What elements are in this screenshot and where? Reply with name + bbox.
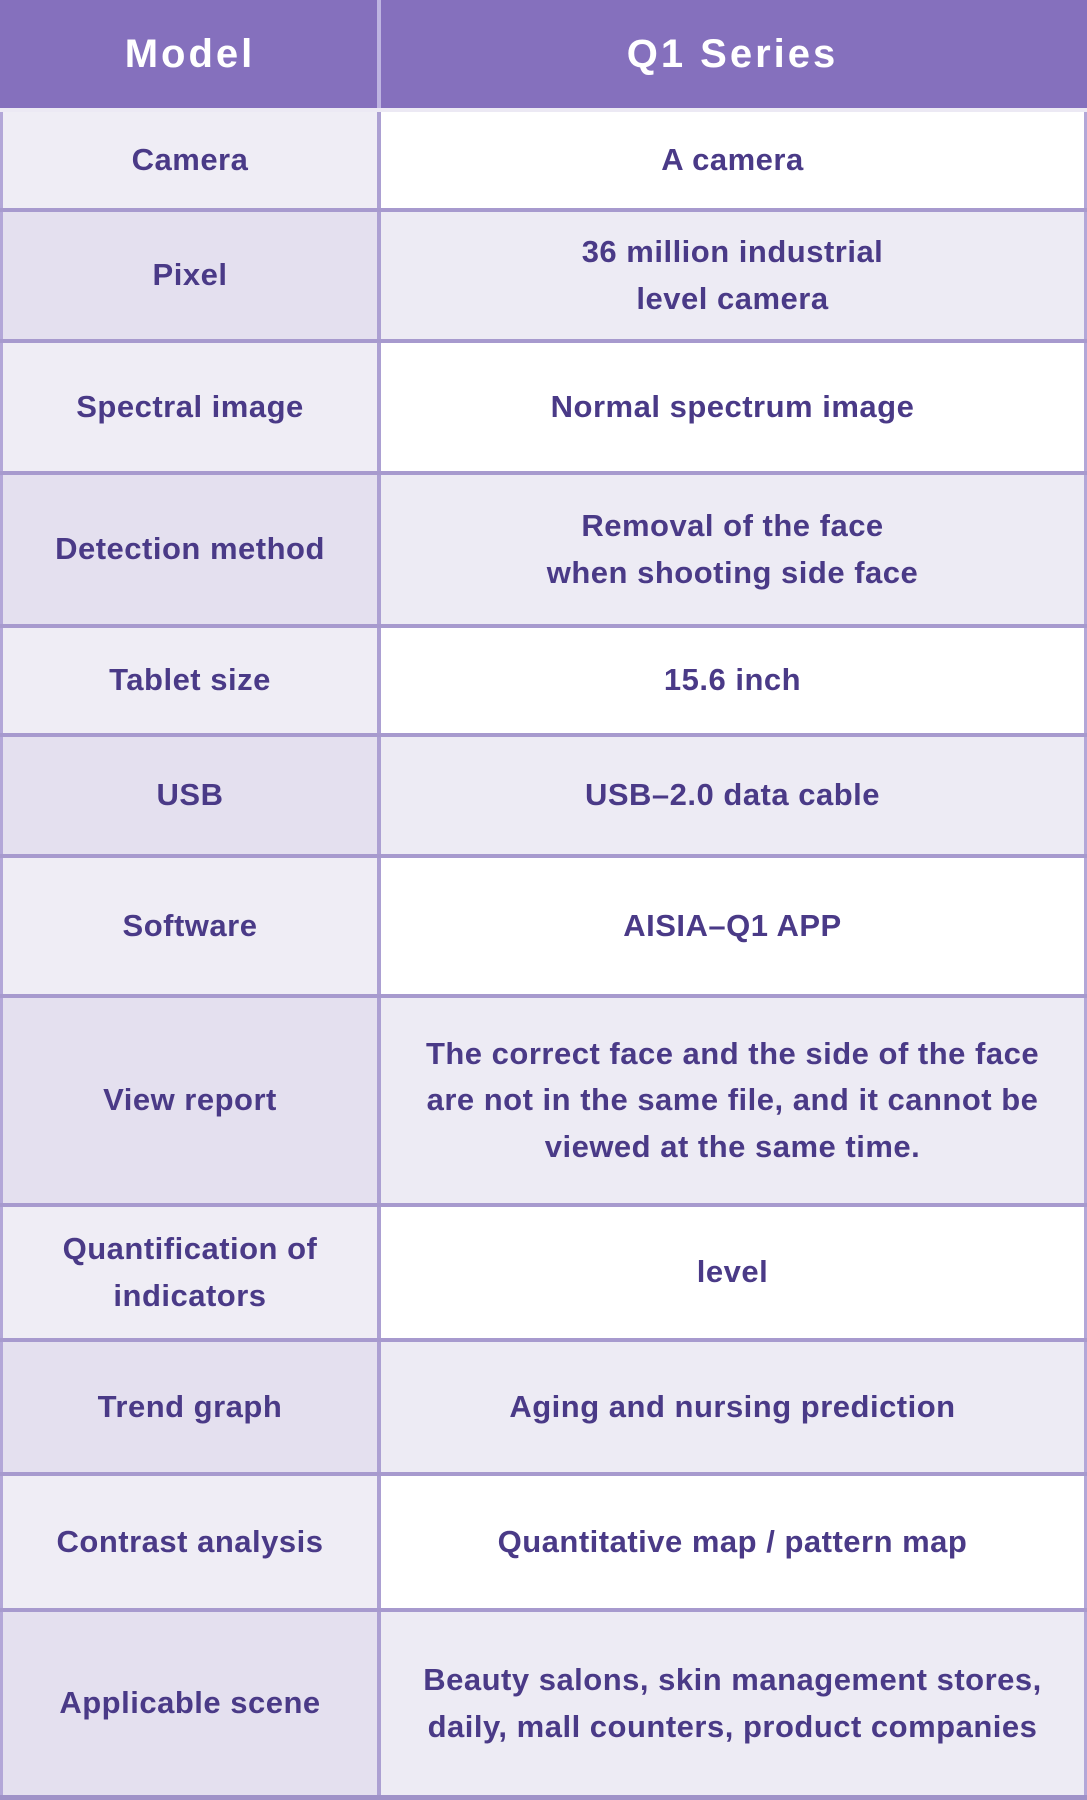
spec-value: 36 million industrial level camera — [381, 212, 1087, 339]
table-row: Contrast analysis Quantitative map / patt… — [0, 1476, 1087, 1612]
table-row: Spectral image Normal spectrum image — [0, 343, 1087, 475]
spec-label: Camera — [0, 112, 381, 208]
spec-label: Spectral image — [0, 343, 381, 471]
spec-value: USB–2.0 data cable — [381, 737, 1087, 854]
spec-label: Contrast analysis — [0, 1476, 381, 1608]
table-row: USB USB–2.0 data cable — [0, 737, 1087, 858]
table-row: Trend graph Aging and nursing prediction — [0, 1342, 1087, 1476]
table-row: Software AISIA–Q1 APP — [0, 858, 1087, 998]
spec-value: Normal spectrum image — [381, 343, 1087, 471]
header-series-cell: Q1 Series — [381, 0, 1087, 108]
spec-label: Pixel — [0, 212, 381, 339]
spec-label: Applicable scene — [0, 1612, 381, 1795]
spec-label: Detection method — [0, 475, 381, 624]
table-row: View report The correct face and the side… — [0, 998, 1087, 1207]
spec-label: View report — [0, 998, 381, 1203]
table-row: Applicable scene Beauty salons, skin mana… — [0, 1612, 1087, 1800]
table-row: Tablet size 15.6 inch — [0, 628, 1087, 737]
spec-value: The correct face and the side of the fac… — [381, 998, 1087, 1203]
spec-label: Tablet size — [0, 628, 381, 733]
spec-value: Beauty salons, skin management stores, d… — [381, 1612, 1087, 1795]
spec-label: Trend graph — [0, 1342, 381, 1472]
spec-value: 15.6 inch — [381, 628, 1087, 733]
header-model-cell: Model — [0, 0, 381, 108]
spec-value: AISIA–Q1 APP — [381, 858, 1087, 994]
table-row: Quantification of indicators level — [0, 1207, 1087, 1342]
spec-value: Quantitative map / pattern map — [381, 1476, 1087, 1608]
table-row: Detection method Removal of the face when… — [0, 475, 1087, 628]
table-row: Camera A camera — [0, 112, 1087, 212]
spec-label: Quantification of indicators — [0, 1207, 381, 1338]
spec-value: A camera — [381, 112, 1087, 208]
spec-value: level — [381, 1207, 1087, 1338]
table-row: Pixel 36 million industrial level camera — [0, 212, 1087, 343]
spec-label: Software — [0, 858, 381, 994]
table-header-row: Model Q1 Series — [0, 0, 1087, 112]
spec-value: Removal of the face when shooting side f… — [381, 475, 1087, 624]
spec-label: USB — [0, 737, 381, 854]
spec-value: Aging and nursing prediction — [381, 1342, 1087, 1472]
